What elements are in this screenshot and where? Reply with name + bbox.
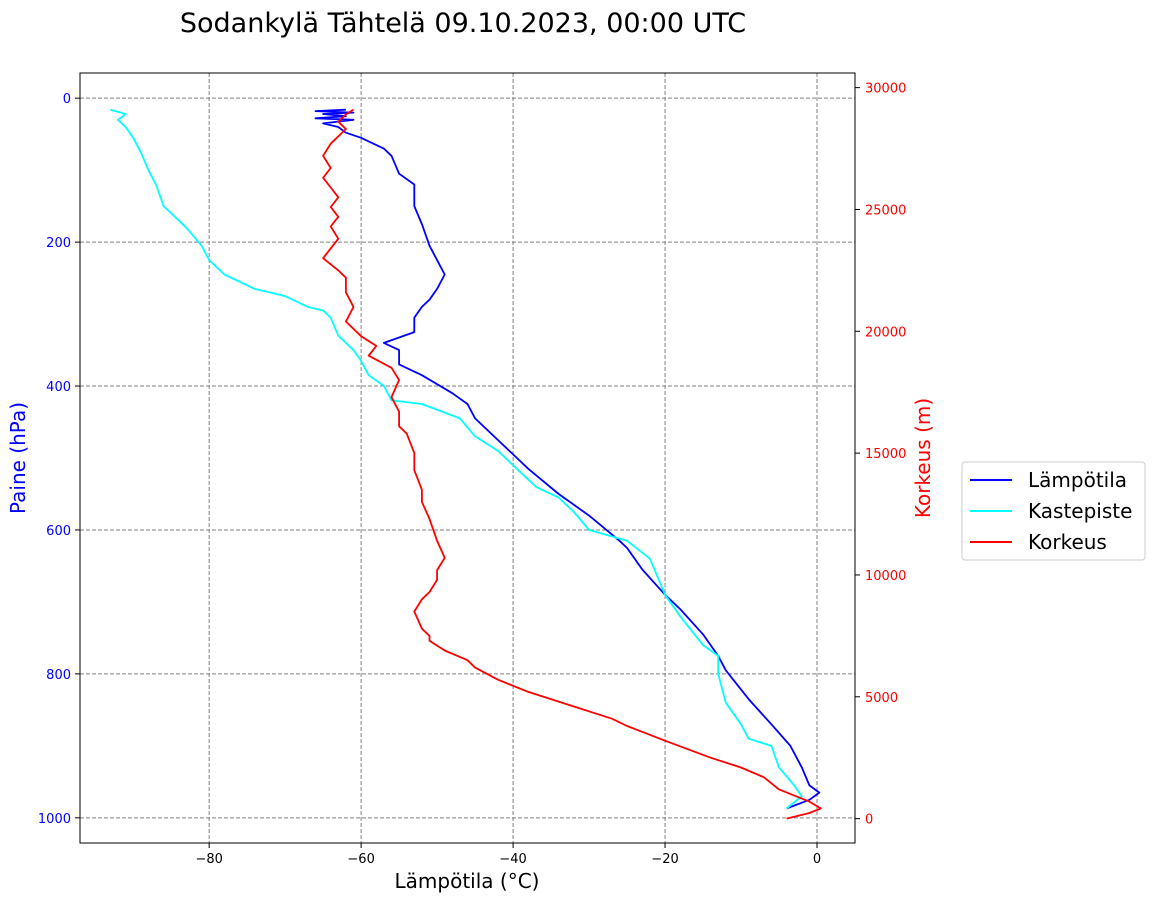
y-tick-label: 600 <box>46 524 71 539</box>
y-tick-label: 800 <box>46 668 71 683</box>
y2-axis-label: Korkeus (m) <box>911 398 935 518</box>
y-tick-label: 0 <box>63 92 71 107</box>
legend: Lämpötila Kastepiste Korkeus <box>961 461 1146 561</box>
y2-tick-label: 10000 <box>865 569 906 584</box>
y-axis-label: Paine (hPa) <box>6 402 30 514</box>
y2-tick-label: 20000 <box>865 325 906 340</box>
legend-label: Korkeus <box>1028 530 1107 554</box>
x-tick-label: −80 <box>195 852 222 867</box>
series-line-2 <box>322 108 822 820</box>
y-axis: 0 200 400 600 800 1000 <box>38 92 80 827</box>
legend-frame <box>961 461 1146 561</box>
chart-title: Sodankylä Tähtelä 09.10.2023, 00:00 UTC <box>180 8 746 39</box>
series-line-0 <box>314 108 821 810</box>
y2-tick-label: 5000 <box>865 691 898 706</box>
y2-tick-label: 15000 <box>865 447 906 462</box>
x-axis: −80 −60 −40 −20 0 <box>195 843 821 867</box>
legend-label: Lämpötila <box>1028 468 1127 492</box>
x-tick-label: −20 <box>651 852 678 867</box>
plot-frame <box>79 72 856 844</box>
y2-tick-label: 30000 <box>865 82 906 97</box>
y-tick-label: 200 <box>46 236 71 251</box>
x-tick-label: 0 <box>813 852 821 867</box>
y2-axis: 0 5000 10000 15000 20000 25000 30000 <box>855 82 906 828</box>
y-tick-label: 1000 <box>38 812 71 827</box>
y2-tick-label: 0 <box>865 813 873 828</box>
x-tick-label: −40 <box>499 852 526 867</box>
plot-lines <box>110 108 822 820</box>
legend-label: Kastepiste <box>1028 499 1132 523</box>
series-line-1 <box>110 108 803 810</box>
y2-tick-label: 25000 <box>865 203 906 218</box>
y-tick-label: 400 <box>46 380 71 395</box>
grid <box>80 73 855 843</box>
x-tick-label: −60 <box>347 852 374 867</box>
x-axis-label: Lämpötila (°C) <box>395 869 540 893</box>
